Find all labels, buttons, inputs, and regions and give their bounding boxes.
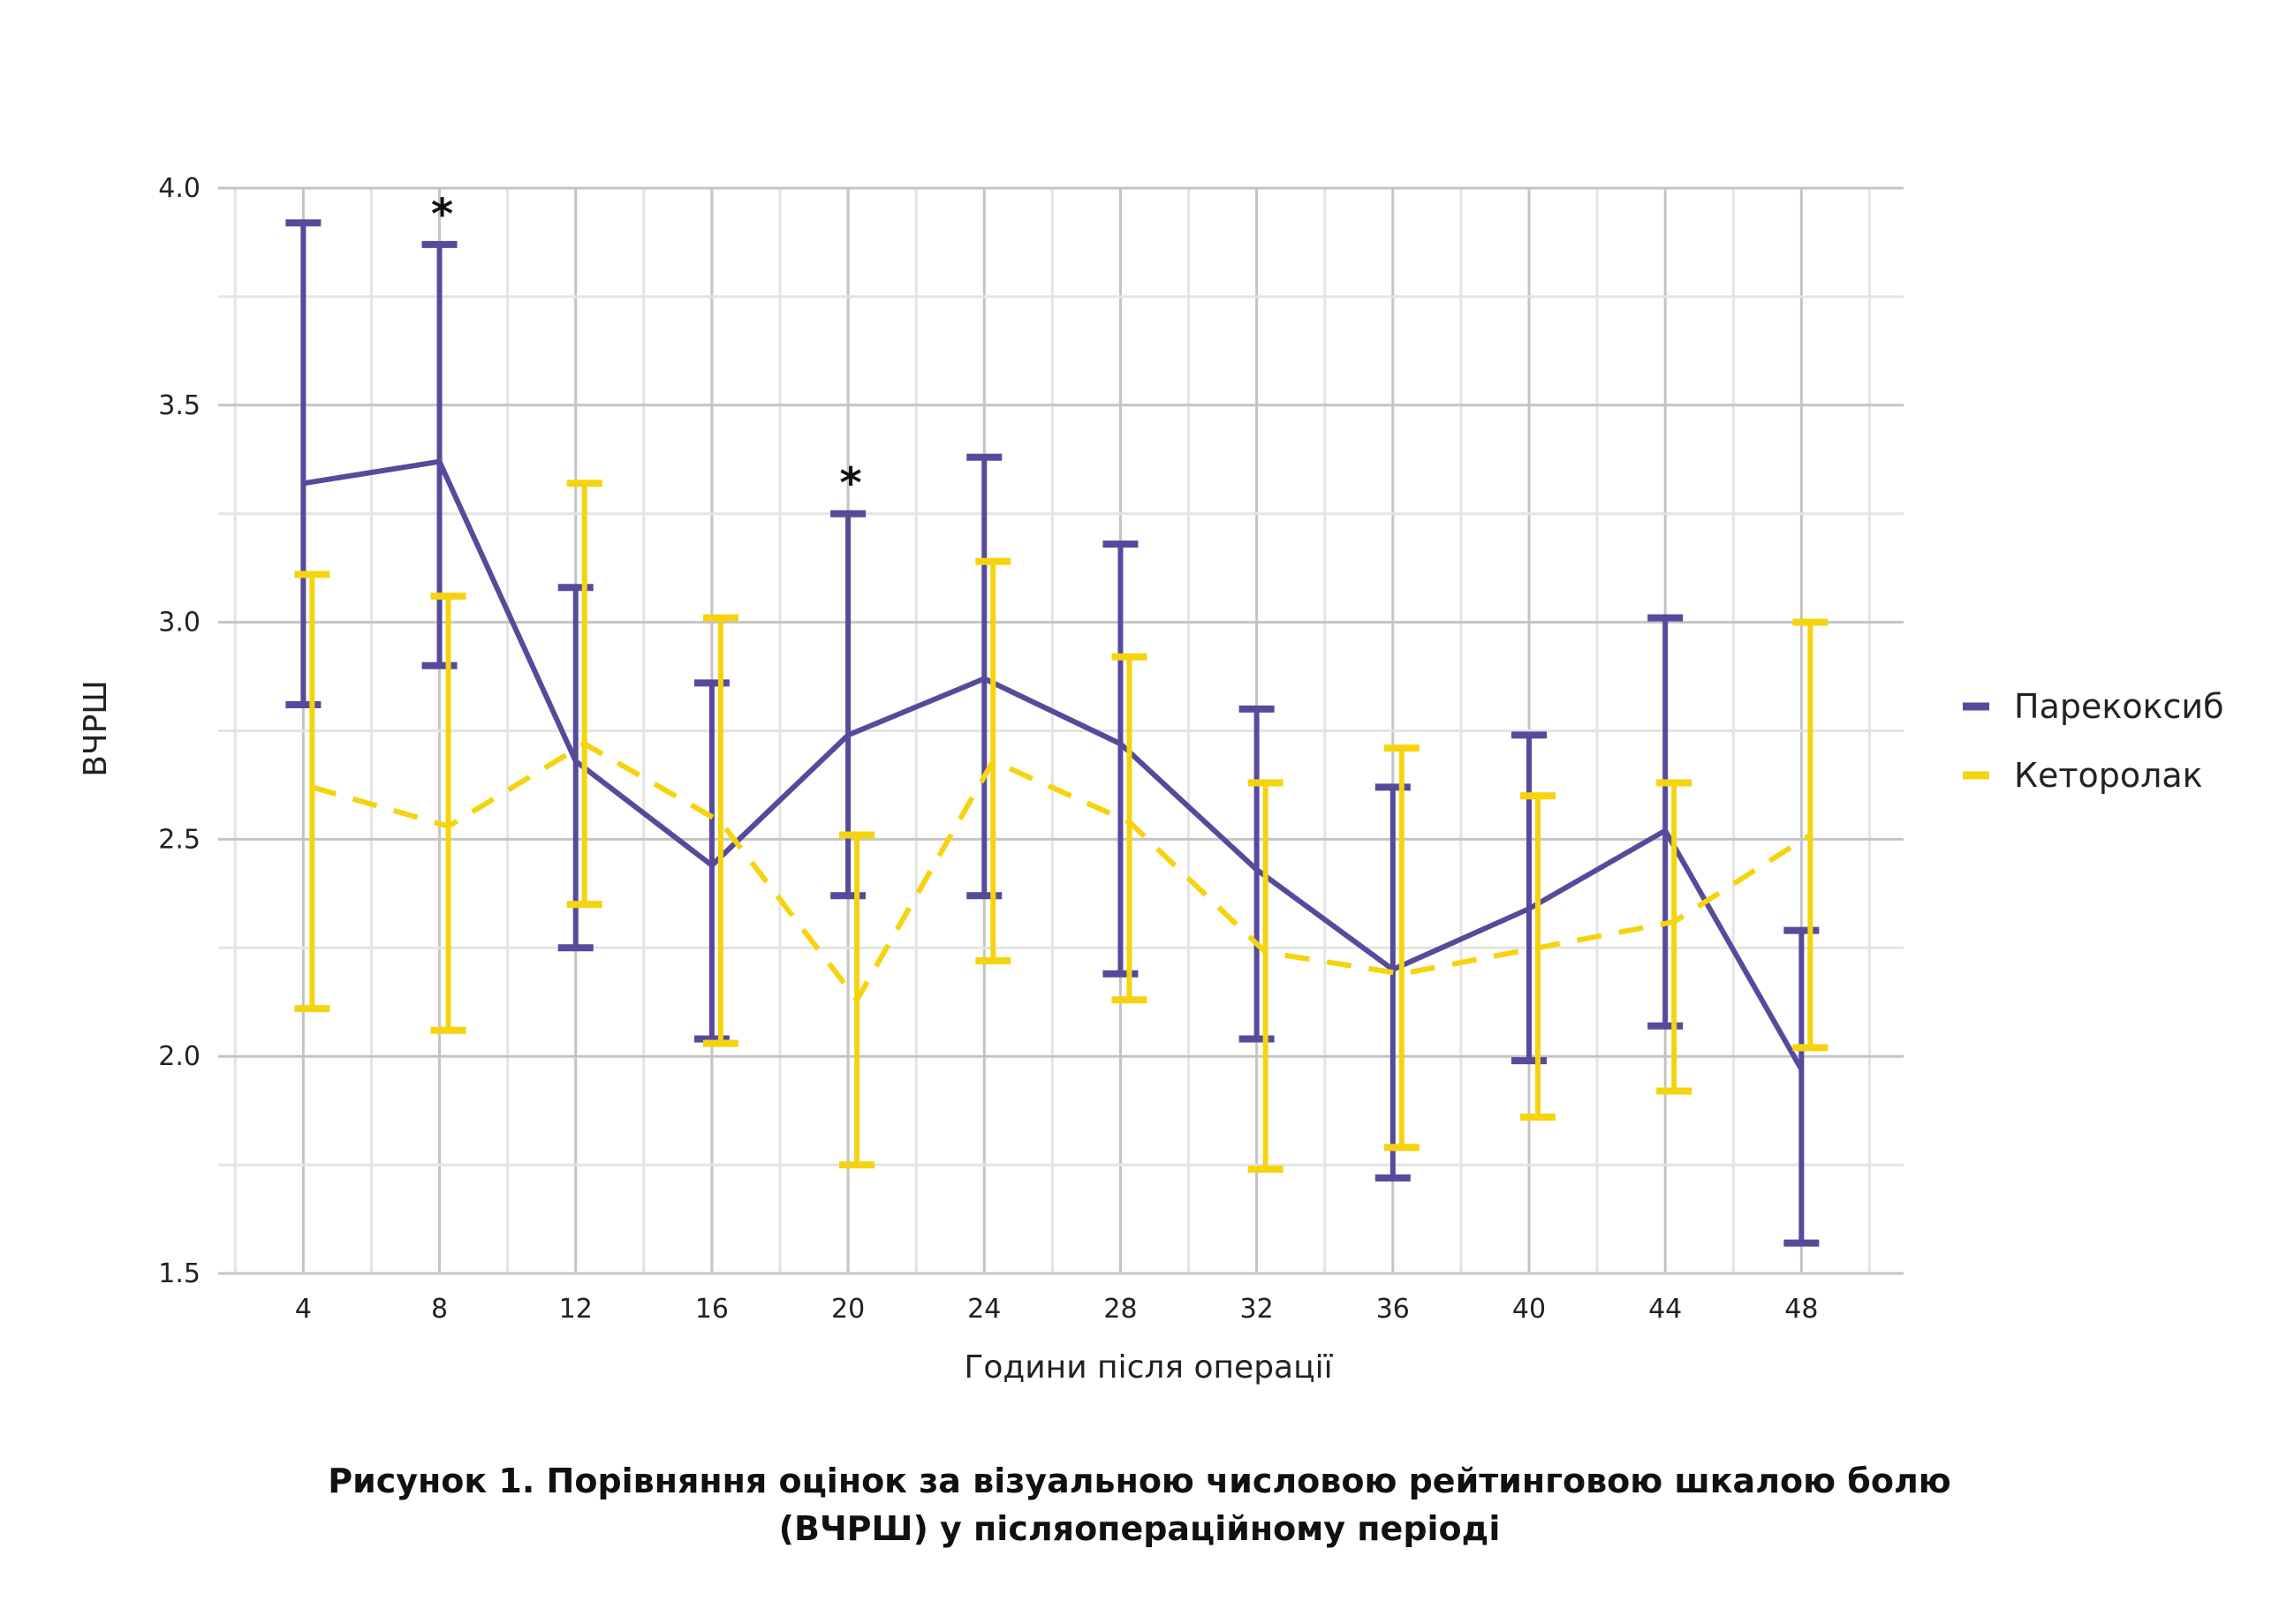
significance-asterisk: *	[431, 190, 453, 239]
x-tick-label: 24	[967, 1294, 1001, 1325]
x-tick-label: 32	[1240, 1294, 1274, 1325]
y-tick-label: 2.0	[158, 1041, 201, 1072]
x-tick-label: 48	[1784, 1294, 1818, 1325]
caption-line-1: Рисунок 1. Порівняння оцінок за візуальн…	[328, 1462, 1951, 1500]
series-parecoxib	[285, 219, 1820, 1247]
x-tick-label: 16	[695, 1294, 729, 1325]
y-tick-label: 3.5	[158, 390, 201, 421]
y-tick-label: 3.0	[158, 608, 201, 638]
x-tick-label: 28	[1103, 1294, 1137, 1325]
x-tick-label: 4	[295, 1294, 312, 1325]
figure-caption: Рисунок 1. Порівняння оцінок за візуальн…	[0, 1457, 2279, 1552]
series-line	[302, 458, 1804, 1071]
x-tick-label: 12	[559, 1294, 593, 1325]
series-layer: **	[285, 190, 1828, 1247]
x-tick-label: 40	[1512, 1294, 1546, 1325]
x-tick-label: 36	[1376, 1294, 1410, 1325]
legend-label: Парекоксиб	[2014, 687, 2224, 726]
series-line	[311, 741, 1812, 1003]
x-tick-label: 8	[431, 1294, 448, 1325]
y-tick-label: 4.0	[158, 173, 201, 204]
legend-label: Кеторолак	[2014, 756, 2203, 795]
legend: Парекоксиб Кеторолак	[1963, 687, 2224, 795]
x-axis-label: Години після операції	[964, 1349, 1333, 1386]
caption-line-2: (ВЧРШ) у післяопераційному періоді	[778, 1509, 1501, 1548]
x-tick-label: 20	[831, 1294, 865, 1325]
series-ketorolac	[294, 480, 1828, 1174]
y-tick-label: 2.5	[158, 824, 201, 855]
significance-asterisk: *	[840, 459, 862, 509]
grid	[218, 186, 1904, 1275]
y-axis-label: ВЧРШ	[78, 680, 114, 777]
x-tick-label: 44	[1648, 1294, 1682, 1325]
tick-labels: 4 8 12 16 20 24 28 32 36 40 44 481.52.02.53.03.54.0	[158, 173, 1818, 1325]
y-tick-label: 1.5	[158, 1258, 201, 1289]
